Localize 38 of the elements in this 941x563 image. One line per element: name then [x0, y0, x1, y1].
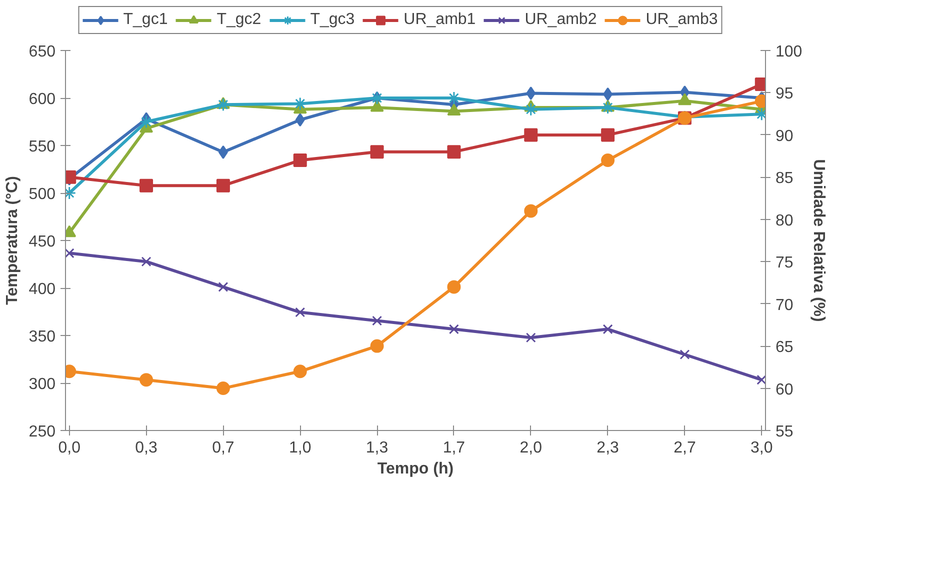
legend-label: T_gc1 — [123, 11, 168, 29]
y-tick-label: 350 — [28, 328, 56, 346]
y2-tick-label: 85 — [776, 170, 794, 188]
y2-tick-label: 75 — [776, 254, 794, 272]
x-tick-label: 0,7 — [212, 440, 234, 456]
x-tick-label: 0,3 — [135, 440, 158, 456]
y2-tick-label: 60 — [776, 381, 794, 398]
y-axis-title: Temperatura (°C) — [4, 176, 21, 305]
y-tick-label: 250 — [28, 424, 56, 440]
y-tick-label: 550 — [28, 138, 56, 156]
x-tick-label: 1,3 — [366, 440, 388, 456]
x-tick-label: 3,0 — [750, 440, 773, 456]
y2-tick-label: 55 — [776, 424, 794, 440]
y2-tick-label: 90 — [776, 128, 794, 145]
x-tick-label: 1,7 — [442, 440, 466, 456]
y2-tick-label: 80 — [776, 212, 794, 230]
legend-label: UR_amb3 — [646, 11, 718, 29]
legend-label: UR_amb2 — [524, 11, 597, 29]
x-tick-label: 2,3 — [596, 440, 620, 456]
legend-label: T_gc3 — [310, 11, 355, 29]
legend-label: UR_amb1 — [404, 11, 476, 29]
y2-tick-label: 95 — [776, 86, 794, 103]
x-tick-label: 1,0 — [288, 440, 312, 456]
y-tick-label: 600 — [28, 91, 56, 108]
y2-tick-label: 65 — [776, 339, 794, 356]
y2-tick-label: 100 — [776, 44, 802, 60]
y-tick-label: 400 — [28, 281, 56, 298]
y-tick-label: 300 — [28, 376, 56, 393]
legend-label: T_gc2 — [216, 11, 262, 29]
y2-axis-title: Umidade Relativa (%) — [810, 159, 828, 322]
y-tick-label: 500 — [28, 186, 56, 203]
x-tick-label: 0,0 — [58, 440, 81, 456]
x-tick-label: 2,0 — [520, 440, 542, 456]
y-tick-label: 450 — [28, 234, 56, 250]
y2-tick-label: 70 — [776, 296, 794, 314]
x-tick-label: 2,7 — [674, 440, 696, 456]
x-axis-title: Tempo (h) — [377, 460, 454, 478]
y-tick-label: 650 — [28, 44, 56, 60]
